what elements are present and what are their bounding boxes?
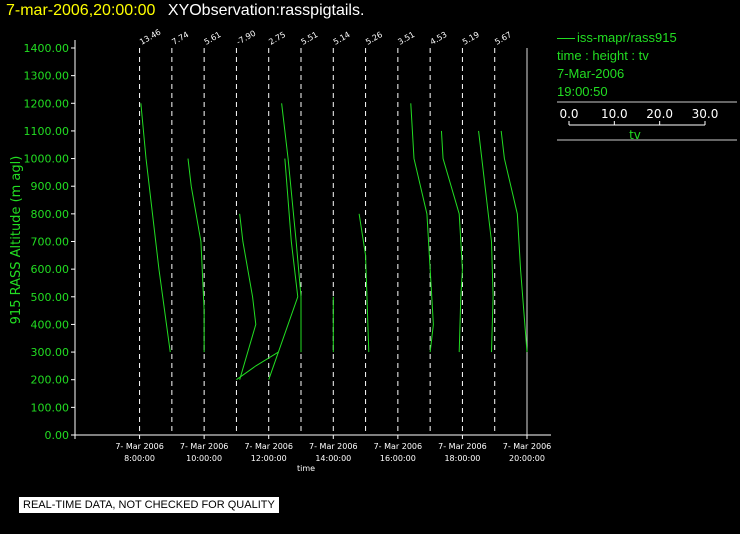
y-tick-label: 600.00 [31, 263, 70, 276]
series-line [187, 158, 205, 353]
scale-ticks: 0.0 10.0 20.0 30.0 [559, 107, 719, 126]
x-tick-date: 7- Mar 2006 [115, 442, 164, 451]
header-datetime: 7-mar-2006,20:00:00 [6, 2, 156, 19]
y-tick-label: 900.00 [31, 180, 70, 193]
profile-label: 4.53 [429, 30, 449, 47]
y-ticks: 0.00 100.00 200.00 300.00 400.00 500.00 600.00… [24, 42, 75, 442]
x-tick-date: 7- Mar 2006 [244, 442, 293, 451]
profile-label: 5.61 [203, 30, 223, 47]
scale-tick-label: 30.0 [692, 107, 719, 121]
y-tick-label: 300.00 [31, 346, 70, 359]
x-tick-time: 12:00:00 [251, 454, 287, 463]
legend-date: 7-Mar-2006 [557, 66, 625, 81]
legend: iss-mapr/rass915 time : height : tv 7-Ma… [557, 29, 677, 101]
profile-label: 5.67 [493, 30, 513, 47]
scale-tick-label: 20.0 [646, 107, 673, 121]
profile-label: 5.51 [300, 30, 320, 47]
chart-header: 7-mar-2006,20:00:00 XYObservation:rasspi… [6, 2, 364, 20]
scale-label: tv [629, 128, 641, 142]
header-title: XYObservation:rasspigtails. [167, 2, 365, 19]
profile-label: 5.19 [461, 30, 481, 47]
profile-label: 7.74 [170, 30, 190, 47]
y-tick-label: 500.00 [31, 291, 70, 304]
series-line [358, 213, 370, 353]
x-tick-date: 7- Mar 2006 [503, 442, 552, 451]
series-line [236, 351, 279, 381]
profile-label: 3.51 [396, 30, 416, 47]
y-tick-label: 1200.00 [24, 97, 70, 110]
profile-label: 5.14 [332, 30, 352, 47]
x-tick-time: 20:00:00 [509, 454, 545, 463]
y-tick-label: 0.00 [45, 429, 70, 442]
x-tick-time: 8:00:00 [124, 454, 155, 463]
x-tick-time: 14:00:00 [315, 454, 351, 463]
series-line [440, 130, 463, 353]
x-axis-label: time [297, 464, 315, 473]
y-tick-label: 200.00 [31, 374, 70, 387]
y-tick-label: 800.00 [31, 208, 70, 221]
profile-label: -7.90 [235, 29, 257, 47]
series-line [268, 158, 299, 380]
y-tick-label: 700.00 [31, 236, 70, 249]
legend-series: iss-mapr/rass915 [557, 29, 677, 47]
y-tick-label: 1300.00 [24, 70, 70, 83]
legend-time: 19:00:50 [557, 84, 608, 99]
scale-tick-label: 0.0 [559, 107, 578, 121]
legend-scale: 0.0 10.0 20.0 30.0 tv [557, 101, 737, 142]
x-tick-time: 18:00:00 [444, 454, 480, 463]
y-tick-label: 400.00 [31, 318, 70, 331]
quality-notice: REAL-TIME DATA, NOT CHECKED FOR QUALITY [18, 496, 280, 514]
y-tick-label: 1100.00 [24, 125, 70, 138]
x-tick-date: 7- Mar 2006 [180, 442, 229, 451]
x-tick-date: 7- Mar 2006 [438, 442, 487, 451]
x-tick-time: 16:00:00 [380, 454, 416, 463]
profile-label: 13.46 [138, 27, 162, 46]
series-line [410, 103, 434, 353]
profile-label: 2.75 [267, 30, 287, 47]
series-line [281, 103, 302, 353]
legend-axes: time : height : tv [557, 48, 649, 63]
y-tick-label: 1400.00 [24, 42, 70, 55]
series-line [478, 130, 494, 353]
x-tick-time: 10:00:00 [186, 454, 222, 463]
profile-lines: 13.46 7.74 5.61 -7.90 2.75 5.51 5.14 5.26 3.51 4.… [138, 27, 513, 435]
y-tick-label: 100.00 [31, 401, 70, 414]
traces [140, 103, 528, 381]
x-ticks: 7- Mar 2006 8:00:00 7- Mar 2006 10:00:00 7- … [74, 48, 552, 463]
series-line [239, 213, 257, 380]
series-line [140, 103, 171, 353]
y-axis-label: 915 RASS Altitude (m agl) [9, 156, 24, 325]
x-tick-date: 7- Mar 2006 [309, 442, 358, 451]
legend-series-label: iss-mapr/rass915 [577, 30, 677, 45]
x-tick-date: 7- Mar 2006 [374, 442, 423, 451]
y-tick-label: 1000.00 [24, 153, 70, 166]
legend-line-swatch [557, 38, 575, 40]
series-line [500, 130, 528, 353]
scale-tick-label: 10.0 [601, 107, 628, 121]
profile-label: 5.26 [364, 30, 384, 47]
